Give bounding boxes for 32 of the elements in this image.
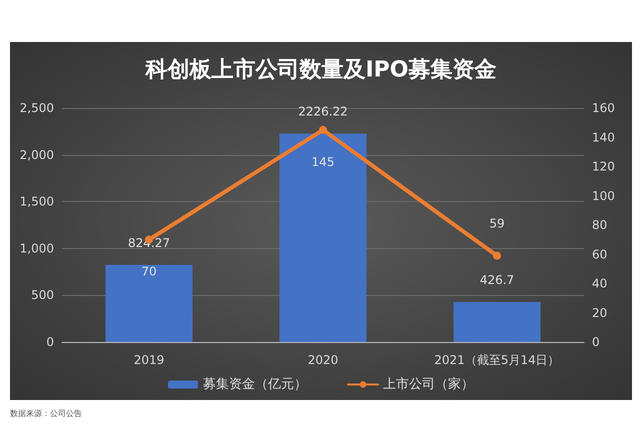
data-label: 426.7 (480, 273, 514, 288)
data-label: 59 (489, 216, 505, 231)
y2-tick-label: 0 (592, 335, 600, 349)
y-tick-label: 500 (31, 288, 54, 302)
x-tick-label: 2021（截至5月14日） (434, 353, 560, 367)
chart-title: 科创板上市公司数量及IPO募集资金 (144, 56, 497, 82)
data-label: 145 (312, 154, 334, 169)
y2-tick-label: 160 (592, 101, 615, 115)
source-note: 数据来源：公司公告 (10, 408, 82, 419)
point (493, 252, 501, 260)
y2-tick-label: 120 (592, 160, 615, 174)
y2-tick-label: 80 (592, 218, 608, 232)
x-tick-label: 2020 (308, 353, 338, 367)
x-tick-label: 2019 (134, 353, 164, 367)
y-tick-label: 2,000 (20, 148, 54, 162)
y-tick-label: 1,500 (20, 194, 54, 209)
y-tick-label: 0 (46, 335, 54, 349)
y2-tick-label: 40 (592, 276, 608, 290)
point (319, 126, 327, 134)
y2-tick-label: 100 (592, 188, 615, 203)
legend-label: 上市公司（家） (383, 376, 474, 392)
bar (106, 264, 192, 342)
y2-tick-label: 20 (592, 306, 608, 320)
y-tick-label: 2,500 (20, 101, 54, 115)
y-tick-label: 1,000 (20, 241, 54, 256)
data-label: 70 (141, 264, 157, 279)
legend-label: 募集资金（亿元） (203, 377, 307, 392)
data-label: 2226.22 (298, 104, 348, 119)
bar (280, 134, 366, 342)
bar (454, 302, 540, 342)
y2-tick-label: 140 (592, 130, 615, 144)
y2-tick-label: 60 (592, 247, 608, 262)
